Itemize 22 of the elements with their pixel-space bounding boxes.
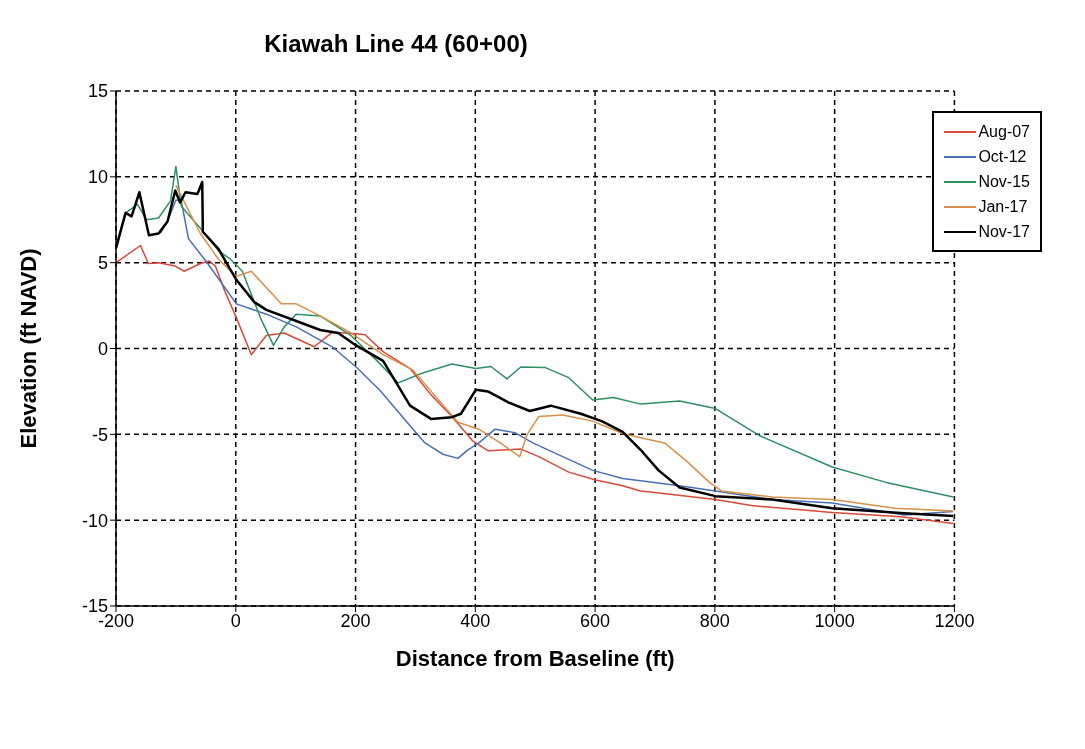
x-tick-label: 200 <box>340 610 371 631</box>
y-tick-label: 5 <box>97 253 108 274</box>
legend-label: Oct-12 <box>978 147 1027 166</box>
x-tick-label: 1200 <box>934 610 975 631</box>
y-tick-label: -10 <box>81 510 108 531</box>
y-tick-label: -5 <box>91 424 108 445</box>
x-axis-title: Distance from Baseline (ft) <box>395 646 675 671</box>
line-series <box>116 244 954 525</box>
legend-label: Aug-07 <box>978 122 1030 141</box>
y-axis-title: Elevation (ft NAVD) <box>15 248 41 449</box>
y-tick-label: 0 <box>97 338 108 359</box>
legend-label: Jan-17 <box>978 197 1028 216</box>
chart-title: Kiawah Line 44 (60+00) <box>263 30 529 58</box>
legend-label: Nov-15 <box>978 172 1030 191</box>
y-tick-label: 10 <box>87 167 108 188</box>
x-tick-label: 1000 <box>814 610 855 631</box>
x-tick-label: 600 <box>580 610 611 631</box>
x-tick-label: 400 <box>460 610 491 631</box>
x-tick-label: 800 <box>699 610 730 631</box>
x-tick-label: 0 <box>230 610 241 631</box>
legend-label: Nov-17 <box>978 222 1030 241</box>
y-tick-label: 15 <box>87 81 108 102</box>
